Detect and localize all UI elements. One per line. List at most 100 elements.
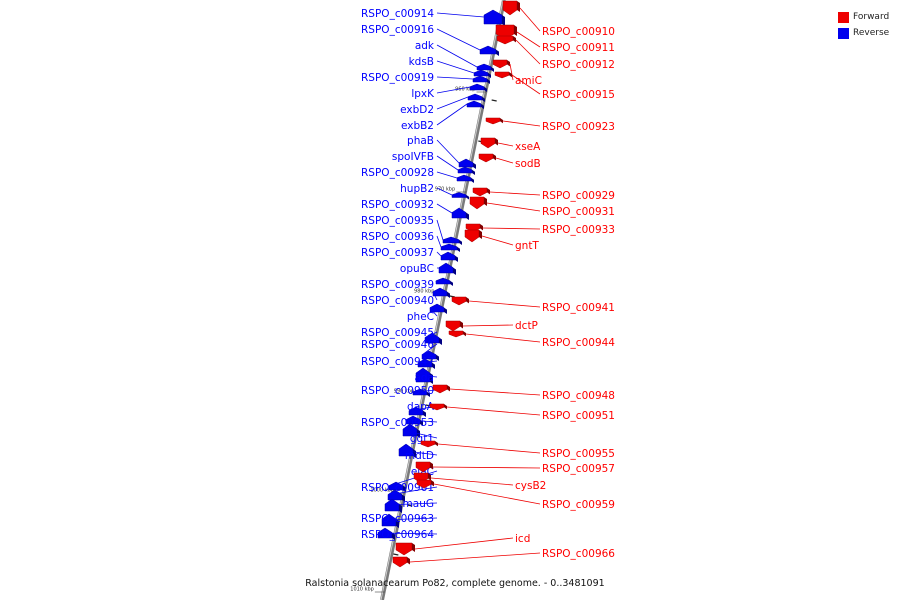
reverse-gene-rspo-c00936 xyxy=(440,243,460,252)
forward-gene-icd-side xyxy=(412,543,415,552)
forward-gene-rspo-c00948-label: RSPO_c00948 xyxy=(542,390,615,402)
forward-gene-rspo-c00912 xyxy=(496,35,516,45)
forward-gene-rspo-c00957 xyxy=(415,461,433,473)
kbp-tick-label: 980 kbp xyxy=(414,289,434,295)
forward-gene-rspo-c00957-side xyxy=(430,462,433,470)
forward-gene-rspo-c00933-side xyxy=(480,224,483,231)
reverse-gene-opubc xyxy=(438,262,456,275)
reverse-gene-rspo-c00932-side xyxy=(466,212,469,220)
reverse-gene-lpxk-label: lpxK xyxy=(411,88,435,100)
reverse-gene-rspo-c00928-leader xyxy=(436,171,458,179)
forward-gene-rspo-c00912-body xyxy=(496,35,514,45)
forward-gene-gntt-side xyxy=(479,230,482,239)
forward-gene-rspo-c00912-label: RSPO_c00912 xyxy=(542,59,615,71)
reverse-gene-rspo-c00961-label: RSPO_c00961 xyxy=(361,482,434,494)
reverse-gene-rspo-c00961-leader xyxy=(387,486,438,496)
forward-gene-rspo-c00910 xyxy=(502,0,520,16)
forward-gene-sodb-label: sodB xyxy=(515,158,541,170)
reverse-gene-rspo-c00947-leader xyxy=(417,360,438,364)
forward-gene-rspo-c00951-leader xyxy=(446,406,541,416)
forward-gene-sodb-body xyxy=(478,153,494,163)
forward-gene-rspo-c00911-leader xyxy=(516,31,541,48)
reverse-gene-rspo-c00963-side xyxy=(396,519,399,528)
forward-gene-icd xyxy=(395,542,415,556)
reverse-gene-maug-side xyxy=(399,504,402,513)
forward-gene-rspo-c00948-leader xyxy=(449,388,541,396)
reverse-gene-rspo-c00916 xyxy=(479,45,499,56)
forward-gene-rspo-c00944-label: RSPO_c00944 xyxy=(542,337,615,349)
reverse-gene-rspo-c00916-leader xyxy=(436,28,481,51)
reverse-gene-rspo-c00950-body xyxy=(412,388,428,396)
forward-gene-rspo-c00955 xyxy=(420,440,438,448)
reverse-swatch xyxy=(838,27,849,39)
reverse-gene-spoivfb-side xyxy=(472,169,475,175)
forward-gene-xsea-body xyxy=(480,137,496,149)
forward-gene-dctp xyxy=(445,320,463,332)
reverse-gene-rspo-c00945 xyxy=(424,332,442,345)
reverse-gene-maug-leader xyxy=(384,502,438,506)
reverse-gene-kdsb-side xyxy=(488,72,491,78)
forward-gene-rspo-c00941-leader xyxy=(468,300,541,308)
reverse-gene-rspo-c00937-side xyxy=(455,255,458,262)
forward-gene-rspo-c00941 xyxy=(451,296,469,306)
reverse-gene-rspo-c00946 xyxy=(421,350,439,361)
reverse-gene-rspo-c00937-leader xyxy=(436,251,442,257)
forward-gene-rspo-c00966-side xyxy=(407,557,410,565)
forward-gene-gntt-label: gntT xyxy=(515,240,539,252)
reverse-gene-rspo-c00914-leader xyxy=(436,12,485,18)
forward-gene-amic-label: amiC xyxy=(515,75,542,87)
reverse-gene-rspo-c00950-leader xyxy=(412,389,438,393)
reverse-gene-rspo-c00945-body xyxy=(424,332,440,344)
forward-gene-rspo-c00923-side xyxy=(500,118,503,124)
forward-gene-gntt xyxy=(464,229,482,243)
reverse-gene-exbd2-side xyxy=(482,96,485,102)
reverse-gene-rspo-c00919-leader xyxy=(436,76,474,80)
reverse-gene-ada-body xyxy=(415,367,431,383)
reverse-gene-rspo-c00916-label: RSPO_c00916 xyxy=(361,24,434,36)
forward-gene-gntt-leader xyxy=(481,235,514,246)
legend-item-reverse: Reverse xyxy=(838,25,889,41)
forward-gene-rspo-c00911-label: RSPO_c00911 xyxy=(542,42,615,54)
reverse-gene-rspo-c00928-side xyxy=(471,177,474,183)
reverse-gene-ada-side xyxy=(430,373,433,384)
kbp-tick-label: 990 kbp xyxy=(394,389,414,395)
forward-gene-rspo-c00910-side xyxy=(517,1,520,12)
forward-gene-rspo-c00944-body xyxy=(448,330,464,338)
reverse-gene-elac-leader xyxy=(388,470,438,487)
reverse-gene-rspo-c00945-leader xyxy=(424,331,438,339)
reverse-gene-rspo-c00916-side xyxy=(496,49,499,56)
forward-gene-icd-leader xyxy=(414,537,514,550)
reverse-gene-rspo-c00947-body xyxy=(417,358,433,368)
forward-gene-rspo-c00951 xyxy=(429,403,447,411)
forward-gene-rspo-c00959 xyxy=(416,479,434,489)
reverse-gene-ada-leader xyxy=(415,374,438,378)
forward-gene-rspo-c00955-side xyxy=(435,441,438,447)
reverse-gene-rspo-c00964-label: RSPO_c00964 xyxy=(361,529,434,541)
forward-gene-rspo-c00929-leader xyxy=(489,191,541,196)
reverse-gene-rspo-c00945-side xyxy=(439,337,442,345)
reverse-gene-rspo-c00963-label: RSPO_c00963 xyxy=(361,513,434,525)
forward-gene-rspo-c00941-body xyxy=(451,296,467,306)
forward-gene-rspo-c00923 xyxy=(485,117,503,125)
forward-gene-rspo-c00955-label: RSPO_c00955 xyxy=(542,448,615,460)
reverse-gene-rspo-c00919-side xyxy=(487,78,490,84)
forward-gene-rspo-c00944-side xyxy=(463,331,466,337)
forward-gene-rspo-c00955-leader xyxy=(437,443,541,454)
reverse-gene-phec-side xyxy=(444,307,447,314)
reverse-gene-phab xyxy=(458,158,476,169)
reverse-gene-rspo-c00946-side xyxy=(436,354,439,361)
reverse-gene-elac-side xyxy=(403,485,406,492)
forward-gene-gntt-body xyxy=(464,229,480,243)
forward-gene-rspo-c00933-leader xyxy=(482,227,541,230)
reverse-gene-mdtd-leader xyxy=(398,449,438,456)
forward-gene-amic-side xyxy=(507,60,510,67)
forward-gene-rspo-c00951-body xyxy=(429,403,445,411)
reverse-gene-rspo-c00932-label: RSPO_c00932 xyxy=(361,199,434,211)
forward-gene-dctp-leader xyxy=(462,324,514,327)
legend-item-forward: Forward xyxy=(838,9,889,25)
kbp-tick-label: 1000 kbp xyxy=(370,488,394,494)
reverse-gene-spoivfb xyxy=(457,166,475,175)
forward-gene-rspo-c00955-body xyxy=(420,440,436,448)
reverse-gene-rspo-c00946-body xyxy=(421,350,437,360)
